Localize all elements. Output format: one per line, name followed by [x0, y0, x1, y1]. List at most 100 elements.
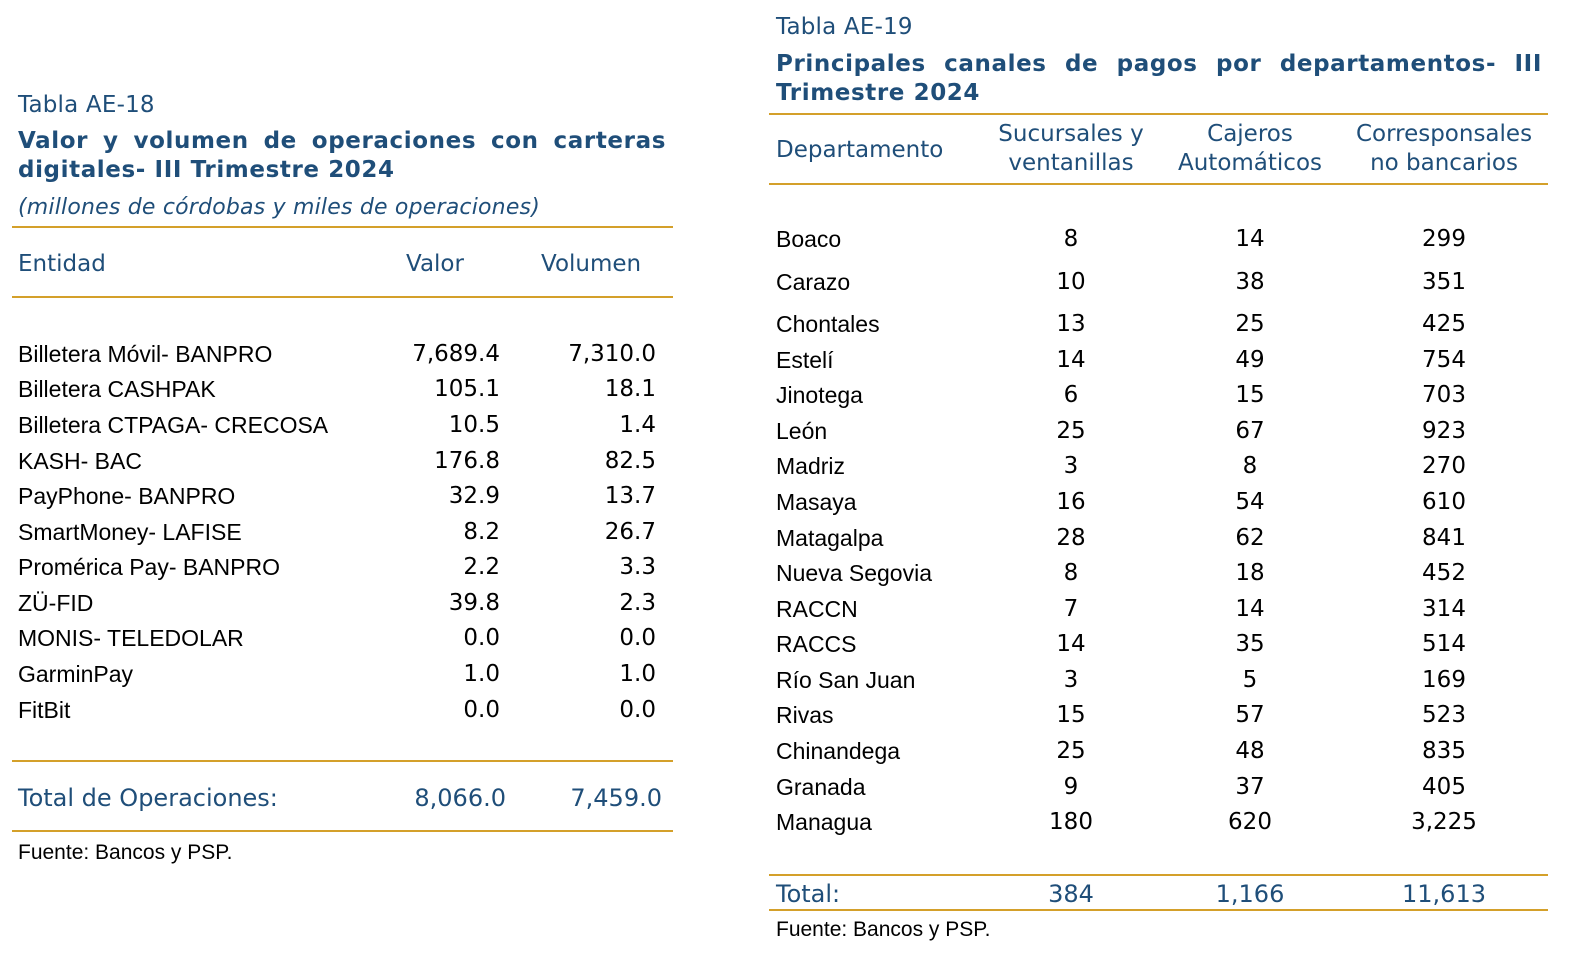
branches-cell: 180 [1049, 809, 1093, 835]
table-subtitle: (millones de córdobas y miles de operaci… [18, 195, 540, 220]
atms-cell: 38 [1235, 269, 1265, 295]
atms-cell: 48 [1235, 738, 1265, 764]
atms-cell: 67 [1235, 418, 1265, 444]
agents-cell: 314 [1422, 596, 1466, 622]
department-name: León [776, 418, 828, 444]
atms-cell: 14 [1235, 226, 1265, 252]
header-line: Automáticos [1177, 150, 1322, 176]
department-name: Estelí [776, 347, 834, 373]
agents-cell: 299 [1422, 226, 1466, 252]
source-note: Fuente: Bancos y PSP. [776, 918, 991, 941]
total-top-rule [12, 760, 673, 762]
value-cell: 105.1 [434, 376, 500, 402]
agents-cell: 3,225 [1411, 809, 1477, 835]
department-name: Managua [776, 809, 872, 835]
atms-cell: 15 [1235, 382, 1265, 408]
source-note: Fuente: Bancos y PSP. [18, 841, 233, 864]
entity-name: Billetera CASHPAK [18, 376, 216, 402]
department-name: Granada [776, 774, 866, 800]
header-line: Sucursales y [998, 121, 1144, 147]
atms-cell: 620 [1228, 809, 1272, 835]
volume-cell: 26.7 [604, 519, 656, 545]
department-name: Matagalpa [776, 525, 884, 551]
agents-cell: 841 [1422, 525, 1466, 551]
atms-cell: 57 [1235, 702, 1265, 728]
agents-cell: 923 [1422, 418, 1466, 444]
atms-cell: 25 [1235, 311, 1265, 337]
value-cell: 32.9 [448, 483, 500, 509]
value-cell: 0.0 [463, 625, 500, 651]
table-title: Principales canales de pagos por departa… [776, 51, 1542, 106]
department-name: Boaco [776, 226, 842, 252]
volume-cell: 3.3 [619, 554, 656, 580]
agents-cell: 703 [1422, 382, 1466, 408]
value-cell: 0.0 [463, 697, 500, 723]
agents-cell: 754 [1422, 347, 1466, 373]
total-bottom-rule [12, 830, 673, 832]
agents-cell: 514 [1422, 631, 1466, 657]
branches-cell: 6 [1063, 382, 1079, 408]
atms-cell: 37 [1235, 774, 1265, 800]
value-cell: 10.5 [448, 412, 500, 438]
agents-cell: 425 [1422, 311, 1466, 337]
value-cell: 1.0 [463, 661, 500, 687]
total-atms: 1,166 [1215, 880, 1285, 908]
header-line: Corresponsales [1355, 121, 1533, 147]
entity-name: SmartMoney- LAFISE [18, 519, 242, 545]
agents-cell: 610 [1422, 489, 1466, 515]
branches-cell: 8 [1063, 560, 1079, 586]
volume-cell: 0.0 [619, 625, 656, 651]
entity-name: KASH- BAC [18, 448, 142, 474]
entity-name: Billetera CTPAGA- CRECOSA [18, 412, 329, 438]
value-cell: 2.2 [463, 554, 500, 580]
branches-cell: 25 [1056, 418, 1086, 444]
branches-cell: 7 [1063, 596, 1079, 622]
department-name: Masaya [776, 489, 857, 515]
agents-cell: 270 [1422, 453, 1466, 479]
total-top-rule [769, 874, 1548, 876]
agents-cell: 452 [1422, 560, 1466, 586]
header-line: ventanillas [1008, 150, 1134, 176]
header-bottom-rule [769, 183, 1548, 185]
total-agents: 11,613 [1402, 880, 1486, 908]
department-name: RACCN [776, 596, 858, 622]
header-top-rule [12, 226, 673, 228]
atms-cell: 18 [1235, 560, 1265, 586]
atms-cell: 35 [1235, 631, 1265, 657]
entity-name: PayPhone- BANPRO [18, 483, 236, 509]
table-caption: Tabla AE-19 [776, 14, 913, 40]
total-value: 8,066.0 [414, 784, 506, 812]
total-volume: 7,459.0 [570, 784, 662, 812]
table-caption: Tabla AE-18 [18, 92, 155, 118]
volume-cell: 7,310.0 [568, 341, 656, 367]
branches-cell: 10 [1056, 269, 1086, 295]
entity-name: FitBit [18, 697, 71, 723]
department-name: Nueva Segovia [776, 560, 932, 586]
department-name: Chontales [776, 311, 880, 337]
atms-cell: 49 [1235, 347, 1265, 373]
department-name: Madriz [776, 453, 846, 479]
volume-cell: 13.7 [604, 483, 656, 509]
department-name: RACCS [776, 631, 857, 657]
atms-cell: 14 [1235, 596, 1265, 622]
entity-name: GarminPay [18, 661, 134, 687]
header-line: no bancarios [1370, 150, 1518, 176]
branches-cell: 25 [1056, 738, 1086, 764]
agents-cell: 835 [1422, 738, 1466, 764]
branches-cell: 28 [1056, 525, 1086, 551]
branches-cell: 13 [1056, 311, 1086, 337]
value-cell: 7,689.4 [412, 341, 500, 367]
volume-cell: 18.1 [604, 376, 656, 402]
value-cell: 8.2 [463, 519, 500, 545]
department-name: Chinandega [776, 738, 901, 764]
column-header-branches: Sucursales y ventanillas [981, 120, 1161, 178]
total-branches: 384 [1048, 880, 1094, 908]
value-cell: 176.8 [434, 448, 500, 474]
header-bottom-rule [12, 296, 673, 298]
atms-cell: 54 [1235, 489, 1265, 515]
column-header-volume: Volumen [541, 251, 642, 277]
volume-cell: 82.5 [604, 448, 656, 474]
branches-cell: 15 [1056, 702, 1086, 728]
department-name: Rivas [776, 702, 834, 728]
